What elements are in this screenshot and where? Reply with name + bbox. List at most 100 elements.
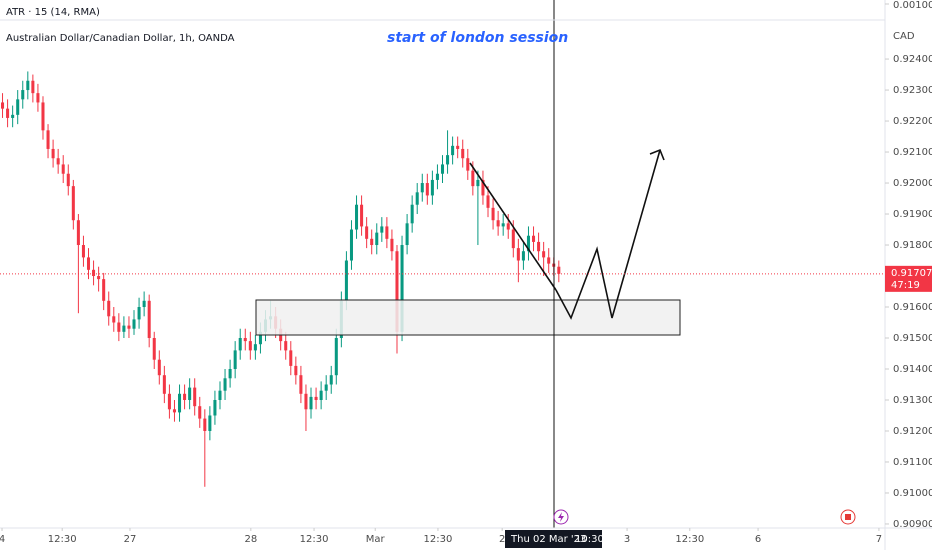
y-tick-label: 0.91600 bbox=[893, 302, 932, 313]
x-tick-label: 2 bbox=[499, 534, 505, 545]
candle-body bbox=[66, 173, 70, 187]
candle-body bbox=[92, 269, 96, 277]
candle-body bbox=[304, 393, 308, 410]
candle-body bbox=[486, 195, 490, 208]
trend-line bbox=[469, 162, 557, 291]
y-tick-label: 0.91800 bbox=[893, 240, 932, 251]
y-tick-label: 0.91200 bbox=[893, 426, 932, 437]
x-tick-label: 7 bbox=[876, 534, 882, 545]
candle-body bbox=[349, 229, 353, 261]
candle-body bbox=[537, 241, 541, 252]
candle-body bbox=[334, 338, 338, 376]
candle-body bbox=[526, 235, 530, 252]
projection-path bbox=[555, 149, 661, 320]
candle-body bbox=[157, 359, 161, 376]
y-tick-label: 0.91300 bbox=[893, 395, 932, 406]
last-price-label: 0.91707 bbox=[891, 268, 932, 279]
atr-tick-label: 0.00100 bbox=[893, 0, 932, 11]
x-tick-label: 28 bbox=[244, 534, 257, 545]
candle-body bbox=[137, 307, 141, 320]
candle-body bbox=[375, 232, 379, 246]
candle-body bbox=[97, 276, 101, 280]
arrow-head bbox=[649, 148, 665, 161]
annotation: start of london session bbox=[387, 30, 568, 46]
candle-body bbox=[324, 384, 328, 391]
candle-body bbox=[233, 350, 237, 369]
last-price-badge bbox=[885, 265, 932, 292]
candle-body bbox=[81, 245, 85, 258]
candle-body bbox=[162, 375, 166, 394]
candle-body bbox=[365, 226, 369, 239]
candle-body bbox=[385, 226, 389, 239]
candle-body bbox=[380, 226, 384, 233]
candle-body bbox=[405, 223, 409, 246]
y-tick-label: 0.91100 bbox=[893, 457, 932, 468]
candle-body bbox=[440, 164, 445, 174]
candle-body bbox=[355, 204, 359, 230]
candle-body bbox=[314, 396, 318, 400]
candle-body bbox=[56, 158, 60, 165]
candle-body bbox=[178, 393, 182, 413]
candle-body bbox=[344, 260, 348, 301]
candle-body bbox=[167, 393, 171, 410]
candle-body bbox=[127, 325, 131, 329]
candle-body bbox=[172, 409, 176, 413]
candle-body bbox=[112, 316, 116, 323]
candle-body bbox=[446, 155, 450, 165]
candle-body bbox=[516, 248, 520, 261]
y-tick-label: 0.90900 bbox=[893, 519, 932, 530]
candle-body bbox=[36, 93, 40, 103]
candle-body bbox=[532, 235, 536, 242]
candle-body bbox=[253, 344, 257, 351]
candle-body bbox=[31, 80, 35, 94]
candle-body bbox=[152, 338, 156, 360]
flag-icon-mark bbox=[845, 514, 851, 520]
y-tick-label: 0.92400 bbox=[893, 54, 932, 65]
y-tick-label: 0.91400 bbox=[893, 364, 932, 375]
candle-body bbox=[117, 322, 121, 332]
candle-body bbox=[435, 173, 439, 180]
candle-body bbox=[102, 279, 106, 301]
candle-body bbox=[61, 164, 65, 174]
candle-body bbox=[395, 251, 399, 332]
y-tick-label: 0.92100 bbox=[893, 147, 932, 158]
candle-body bbox=[511, 229, 515, 249]
x-tick-label: 12:30 bbox=[675, 534, 704, 545]
candle-body bbox=[557, 266, 561, 274]
candle-body bbox=[496, 220, 500, 227]
candle-body bbox=[208, 415, 212, 431]
atr-title: ATR · 15 (14, RMA) bbox=[6, 7, 100, 18]
candle-body bbox=[476, 179, 480, 187]
candle-body bbox=[16, 99, 20, 115]
candle-body bbox=[203, 418, 207, 431]
candle-body bbox=[360, 204, 364, 227]
x-tick-label: 4 bbox=[0, 534, 5, 545]
candle-body bbox=[547, 257, 551, 264]
candle-body bbox=[309, 396, 313, 410]
x-tick-label: Mar bbox=[366, 534, 386, 545]
candle-body bbox=[21, 90, 25, 100]
candle-body bbox=[11, 114, 15, 118]
chart-title: Australian Dollar/Canadian Dollar, 1h, O… bbox=[6, 33, 235, 44]
candle-body bbox=[188, 387, 192, 400]
candle-body bbox=[294, 365, 298, 376]
unit: CAD bbox=[893, 31, 915, 42]
candle-body bbox=[425, 183, 429, 196]
candle-body bbox=[451, 145, 455, 156]
event-icon-bolt bbox=[558, 512, 564, 522]
crosshair-date: Thu 02 Mar '23 bbox=[510, 534, 586, 545]
y-tick-label: 0.92200 bbox=[893, 116, 932, 127]
candle-body bbox=[228, 368, 232, 379]
candle-body bbox=[284, 341, 288, 351]
candle-body bbox=[481, 179, 485, 196]
candle-body bbox=[370, 238, 374, 246]
y-tick-label: 0.91900 bbox=[893, 209, 932, 220]
x-tick-label: 12:30 bbox=[424, 534, 453, 545]
candle-body bbox=[46, 130, 50, 149]
candle-body bbox=[223, 378, 227, 391]
candle-body bbox=[76, 220, 80, 246]
crosshair-time-badge bbox=[505, 530, 602, 548]
candle-body bbox=[71, 186, 75, 221]
candle-body bbox=[415, 192, 419, 205]
